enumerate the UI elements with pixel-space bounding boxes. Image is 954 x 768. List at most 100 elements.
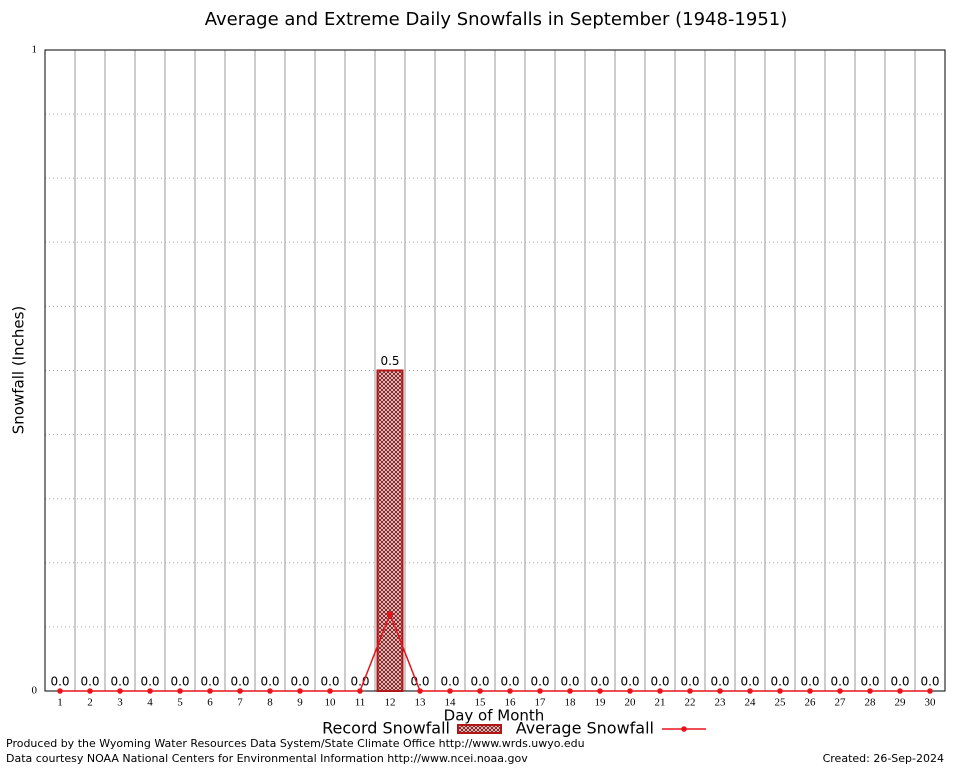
x-tick-label: 23	[715, 697, 727, 709]
x-tick-label: 27	[835, 697, 847, 709]
line-marker	[687, 688, 693, 694]
x-tick-label: 8	[267, 697, 273, 709]
line-marker	[807, 688, 813, 694]
line-marker	[237, 688, 243, 694]
value-label: 0.0	[50, 675, 69, 689]
line-marker	[477, 688, 483, 694]
value-label: 0.0	[260, 675, 279, 689]
x-tick-label: 24	[745, 697, 757, 709]
x-tick-label: 20	[625, 697, 637, 709]
line-marker	[507, 688, 513, 694]
value-label: 0.0	[800, 675, 819, 689]
x-tick-label: 26	[805, 697, 817, 709]
line-marker	[717, 688, 723, 694]
legend-label: Average Snowfall	[516, 719, 654, 738]
line-marker	[267, 688, 273, 694]
line-marker	[417, 688, 423, 694]
line-marker	[327, 688, 333, 694]
value-label: 0.0	[470, 675, 489, 689]
line-marker	[597, 688, 603, 694]
value-label: 0.0	[230, 675, 249, 689]
value-label: 0.0	[200, 675, 219, 689]
y-tick-label: 1	[32, 44, 38, 56]
legend-swatch	[457, 724, 502, 734]
x-tick-label: 4	[147, 697, 153, 709]
x-tick-label: 28	[865, 697, 877, 709]
x-tick-label: 5	[177, 697, 183, 709]
line-marker	[747, 688, 753, 694]
line-marker	[87, 688, 93, 694]
x-tick-label: 25	[775, 697, 787, 709]
value-label: 0.0	[620, 675, 639, 689]
line-marker	[207, 688, 213, 694]
y-axis-label: Snowfall (Inches)	[10, 306, 28, 434]
legend-label: Record Snowfall	[322, 719, 450, 738]
value-label: 0.0	[350, 675, 369, 689]
x-tick-label: 18	[565, 697, 577, 709]
x-tick-label: 29	[895, 697, 907, 709]
value-label: 0.0	[440, 675, 459, 689]
value-label: 0.0	[920, 675, 939, 689]
value-label: 0.0	[890, 675, 909, 689]
value-label: 0.0	[290, 675, 309, 689]
line	[60, 612, 930, 692]
line-marker	[117, 688, 123, 694]
x-tick-label: 16	[505, 697, 517, 709]
value-label: 0.0	[500, 675, 519, 689]
line-marker	[387, 611, 393, 617]
value-label: 0.0	[560, 675, 579, 689]
x-tick-label: 12	[385, 697, 396, 709]
value-label: 0.0	[680, 675, 699, 689]
line-marker	[357, 688, 363, 694]
x-tick-label: 10	[325, 697, 337, 709]
value-label: 0.0	[740, 675, 759, 689]
footer-text: Data courtesy NOAA National Centers for …	[6, 752, 528, 765]
x-tick-label: 30	[925, 697, 937, 709]
footer-text: Produced by the Wyoming Water Resources …	[6, 737, 585, 750]
bar	[376, 369, 404, 692]
line-marker	[567, 688, 573, 694]
line-marker	[627, 688, 633, 694]
value-label: 0.0	[410, 675, 429, 689]
line-marker	[867, 688, 873, 694]
line-marker	[447, 688, 453, 694]
line-marker	[777, 688, 783, 694]
x-axis-label: Day of Month	[444, 707, 545, 725]
x-tick-label: 17	[535, 697, 547, 709]
line-marker	[537, 688, 543, 694]
value-label: 0.0	[590, 675, 609, 689]
value-label: 0.0	[110, 675, 129, 689]
value-label: 0.0	[830, 675, 849, 689]
created-date: Created: 26-Sep-2024	[823, 752, 944, 765]
line-marker	[897, 688, 903, 694]
x-tick-label: 11	[355, 697, 366, 709]
line-marker	[657, 688, 663, 694]
x-tick-label: 15	[475, 697, 487, 709]
y-tick-label: 0	[32, 685, 38, 697]
value-label: 0.0	[530, 675, 549, 689]
x-tick-label: 22	[685, 697, 696, 709]
value-label: 0.5	[380, 354, 399, 368]
value-label: 0.0	[80, 675, 99, 689]
line-marker	[297, 688, 303, 694]
x-tick-label: 14	[445, 697, 457, 709]
value-label: 0.0	[140, 675, 159, 689]
x-tick-label: 21	[655, 697, 666, 709]
value-label: 0.0	[710, 675, 729, 689]
value-label: 0.0	[860, 675, 879, 689]
x-tick-label: 9	[297, 697, 303, 709]
x-tick-label: 7	[237, 697, 243, 709]
value-label: 0.0	[770, 675, 789, 689]
x-tick-label: 3	[117, 697, 123, 709]
x-tick-label: 19	[595, 697, 607, 709]
x-tick-label: 6	[207, 697, 213, 709]
line-marker	[927, 688, 933, 694]
value-label: 0.0	[170, 675, 189, 689]
line-marker	[177, 688, 183, 694]
x-tick-label: 13	[415, 697, 427, 709]
line-marker	[837, 688, 843, 694]
value-label: 0.0	[320, 675, 339, 689]
x-tick-label: 1	[57, 697, 63, 709]
